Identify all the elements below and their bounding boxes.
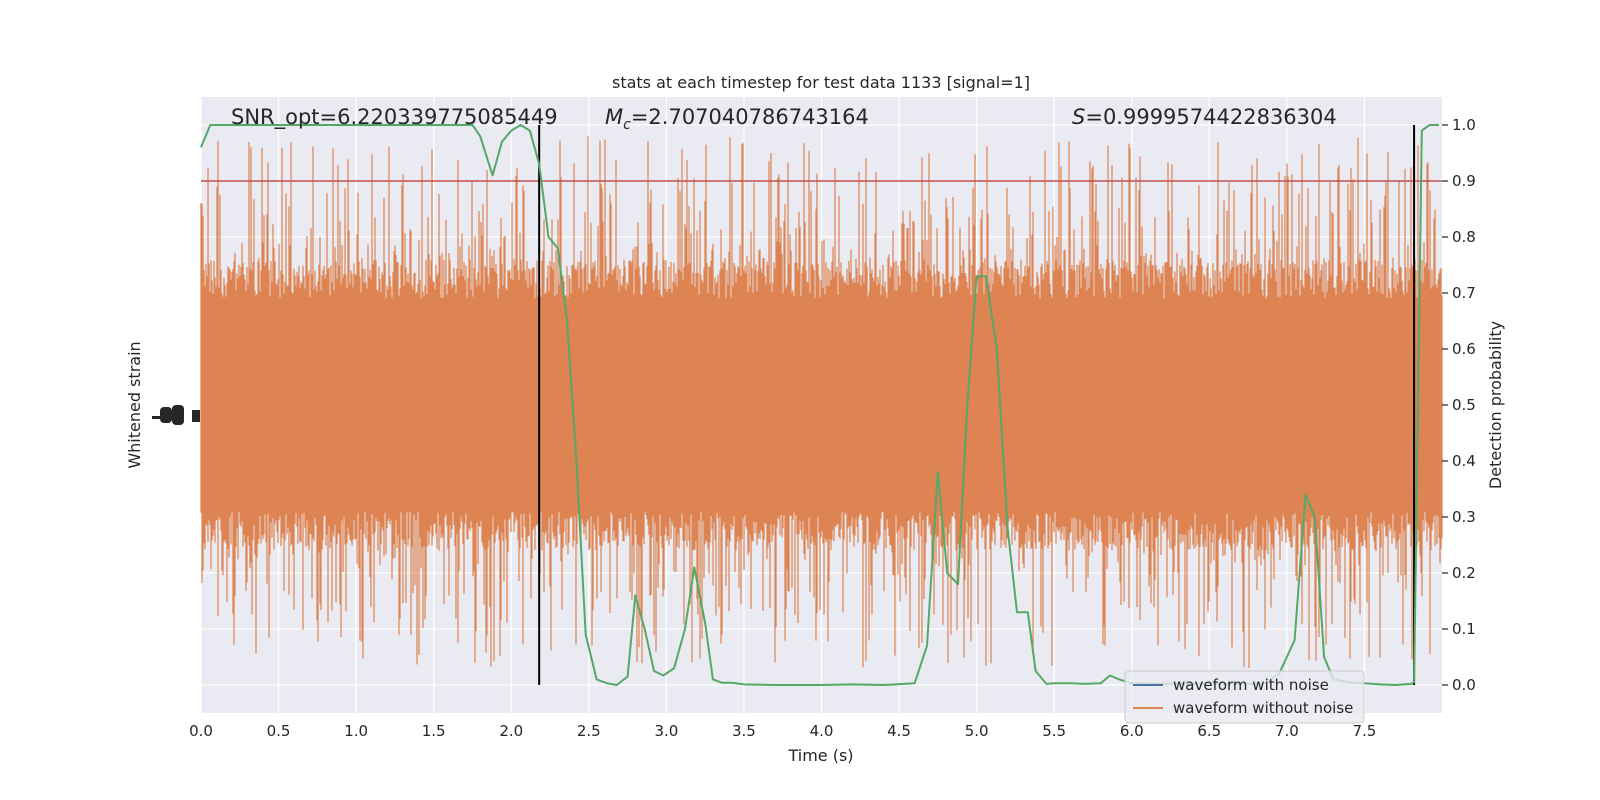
chirp-mass-annotation: Mc=2.707040786743164 [605,105,869,133]
series-detection-probability [200,124,1439,686]
s-annotation: S=0.9999574422836304 [1072,105,1337,129]
x-tick-label: 5.0 [965,722,989,740]
x-tick-label: 0.0 [189,722,213,740]
x-tick-label: 2.5 [577,722,601,740]
x-axis-label: Time (s) [787,746,853,765]
x-tick-label: 4.0 [810,722,834,740]
legend: waveform with noise waveform without noi… [1124,670,1365,724]
x-tick-label: 6.5 [1197,722,1221,740]
x-tick-label: 0.5 [267,722,291,740]
vertical-lines [538,125,1416,685]
legend-box [1124,670,1365,724]
y-tick-label: 0.8 [1452,228,1476,246]
x-tick-label: 2.0 [499,722,523,740]
right-axis-ticks: 0.0 0.1 0.2 0.3 0.4 0.5 0.6 0.7 0.8 0.9 1.0 [1442,116,1476,694]
x-tick-label: 3.0 [654,722,678,740]
y-tick-label: 0.6 [1452,340,1476,358]
x-tick-label: 3.5 [732,722,756,740]
legend-label-waveform-with-noise: waveform with noise [1173,676,1329,694]
left-axis-overlapping-ticks [152,405,200,425]
x-axis-ticks: 0.0 0.5 1.0 1.5 2.0 2.5 3.0 3.5 4.0 4.5 5.0 5.5 6.0 6… [189,722,1376,740]
y-tick-label: 0.3 [1452,508,1476,526]
y-tick-label: 0.7 [1452,284,1476,302]
y-tick-label: 0.1 [1452,620,1476,638]
y-tick-label: 0.4 [1452,452,1476,470]
x-tick-label: 1.0 [344,722,368,740]
series-waveform-without-noise [200,136,1443,668]
y-tick-label: 0.9 [1452,172,1476,190]
x-tick-label: 6.0 [1120,722,1144,740]
x-tick-label: 4.5 [887,722,911,740]
x-tick-label: 7.0 [1275,722,1299,740]
chart-title: stats at each timestep for test data 113… [612,73,1030,92]
y-tick-label: 0.0 [1452,676,1476,694]
x-tick-label: 5.5 [1042,722,1066,740]
y-tick-label: 0.5 [1452,396,1476,414]
y-tick-label: 1.0 [1452,116,1476,134]
strain-trace [200,136,1443,668]
x-tick-label: 7.5 [1353,722,1377,740]
snr-annotation: SNR_opt=6.220339775085449 [231,105,558,130]
right-axis-label: Detection probability [1486,321,1505,489]
legend-label-waveform-without-noise: waveform without noise [1173,699,1353,717]
y-tick-label: 0.2 [1452,564,1476,582]
x-tick-label: 1.5 [422,722,446,740]
left-axis-label: Whitened strain [125,341,144,468]
